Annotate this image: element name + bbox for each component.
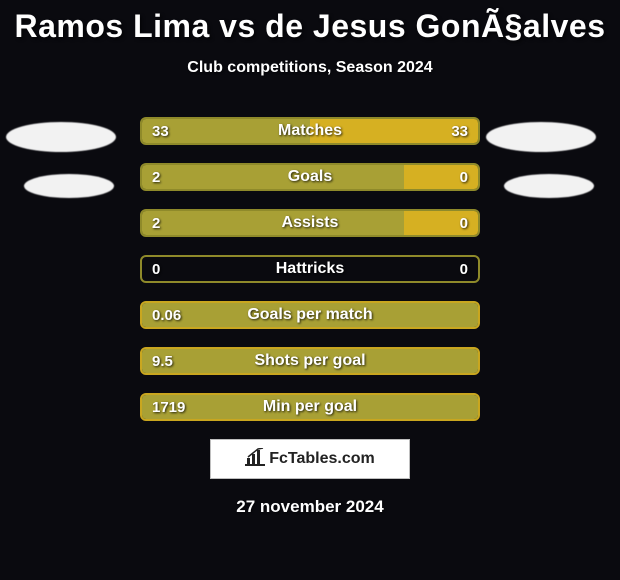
stat-label: Goals per match <box>142 303 478 327</box>
stat-label: Shots per goal <box>142 349 478 373</box>
stat-label: Min per goal <box>142 395 478 419</box>
stat-value-right: 0 <box>450 257 478 281</box>
stat-label: Matches <box>142 119 478 143</box>
date-label: 27 november 2024 <box>0 497 620 517</box>
stat-row: 1719Min per goal <box>140 393 480 421</box>
stat-row: 33Matches33 <box>140 117 480 145</box>
stat-label: Goals <box>142 165 478 189</box>
stat-row: 2Goals0 <box>140 163 480 191</box>
stat-value-right: 33 <box>441 119 478 143</box>
player-left-portrait-top <box>6 122 116 152</box>
brand-chart-icon <box>245 448 265 471</box>
player-right-portrait-top <box>486 122 596 152</box>
stat-row: 2Assists0 <box>140 209 480 237</box>
stat-value-right: 0 <box>450 211 478 235</box>
player-right-portrait-bottom <box>504 174 594 198</box>
stat-label: Hattricks <box>142 257 478 281</box>
stats-container: 33Matches332Goals02Assists00Hattricks00.… <box>140 117 480 421</box>
page-title: Ramos Lima vs de Jesus GonÃ§alves <box>0 0 620 45</box>
stat-row: 9.5Shots per goal <box>140 347 480 375</box>
stat-row: 0Hattricks0 <box>140 255 480 283</box>
brand-badge[interactable]: FcTables.com <box>210 439 410 479</box>
player-left-portrait-bottom <box>24 174 114 198</box>
subtitle: Club competitions, Season 2024 <box>0 59 620 77</box>
stat-label: Assists <box>142 211 478 235</box>
brand-text: FcTables.com <box>269 450 375 468</box>
stat-value-right: 0 <box>450 165 478 189</box>
stat-row: 0.06Goals per match <box>140 301 480 329</box>
